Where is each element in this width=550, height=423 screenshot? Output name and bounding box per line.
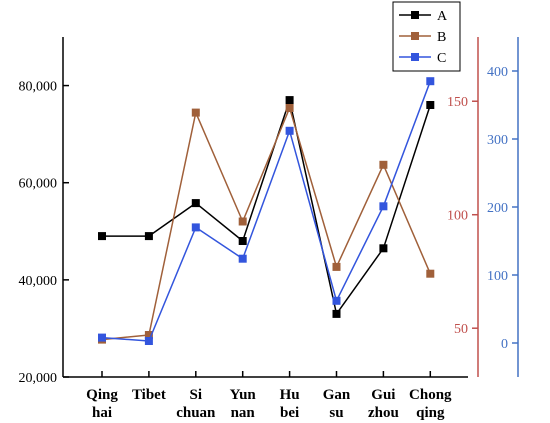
right-axis-c-tick-label: 200 xyxy=(487,201,508,216)
right-axis-c-tick-label: 0 xyxy=(501,337,508,352)
legend-swatch-marker xyxy=(411,11,419,19)
series-line-A xyxy=(102,99,432,315)
left-axis-tick-label: 20,000 xyxy=(19,371,58,386)
x-tick-label: Yun xyxy=(230,387,257,403)
data-point-B xyxy=(144,331,153,339)
x-tick-label: Tibet xyxy=(132,387,166,403)
data-point-A xyxy=(426,101,435,109)
data-point-C xyxy=(98,333,106,342)
legend-label: B xyxy=(437,30,446,45)
x-tick-label: Hu xyxy=(280,387,300,403)
x-tick-label: su xyxy=(329,405,343,421)
data-point-B xyxy=(426,269,435,278)
legend-label: A xyxy=(437,9,448,24)
left-axis-tick-label: 40,000 xyxy=(19,274,58,289)
data-point-B xyxy=(238,217,247,226)
data-point-A xyxy=(285,96,294,105)
left-axis-tick-label: 60,000 xyxy=(19,177,58,192)
right-axis-b-tick-label: 100 xyxy=(447,209,468,224)
legend-swatch-marker xyxy=(411,53,419,61)
data-point-B xyxy=(379,160,388,169)
series-line-C xyxy=(101,80,432,342)
x-tick-label: hai xyxy=(92,405,112,421)
data-point-A xyxy=(144,232,153,241)
x-tick-label: bei xyxy=(280,405,299,421)
legend: ABC xyxy=(392,1,461,72)
right-axis-c-tick-label: 400 xyxy=(487,65,508,80)
x-tick-label: Chong xyxy=(409,387,452,403)
data-point-C xyxy=(238,254,247,263)
x-tick-label: nan xyxy=(231,405,256,421)
data-point-A xyxy=(191,199,200,208)
data-point-B xyxy=(285,104,294,112)
right-axis-b-tick-label: 50 xyxy=(454,322,468,337)
data-point-B xyxy=(191,108,200,117)
data-point-C xyxy=(285,126,294,135)
series-line-B xyxy=(101,107,431,341)
data-point-C xyxy=(144,337,153,345)
data-point-C xyxy=(191,223,200,232)
data-point-A xyxy=(332,309,341,318)
x-tick-label: Si xyxy=(190,387,203,403)
legend-label: C xyxy=(437,51,446,66)
x-tick-label: Gui xyxy=(371,387,395,403)
data-point-C xyxy=(379,202,388,211)
x-tick-label: zhou xyxy=(368,405,399,421)
data-point-A xyxy=(238,237,247,245)
x-tick-label: Qing xyxy=(86,387,118,403)
left-axis-tick-label: 80,000 xyxy=(19,80,58,95)
right-axis-c-tick-label: 100 xyxy=(487,269,508,284)
right-axis-c-tick-label: 300 xyxy=(487,133,508,148)
x-tick-label: qing xyxy=(416,405,445,421)
series-group xyxy=(98,77,435,345)
data-point-C xyxy=(332,296,341,305)
legend-swatch-marker xyxy=(411,32,419,40)
right-axis-b-tick-label: 150 xyxy=(447,95,468,110)
data-point-A xyxy=(98,232,106,241)
x-tick-label: chuan xyxy=(176,405,216,421)
data-point-C xyxy=(426,77,435,86)
x-tick-label: Gan xyxy=(323,387,351,403)
axes-group: 20,000 40,000 60,000 80,000 Qing hai Tibet Si ch… xyxy=(19,37,519,421)
data-point-B xyxy=(332,262,341,271)
data-point-A xyxy=(379,244,388,253)
